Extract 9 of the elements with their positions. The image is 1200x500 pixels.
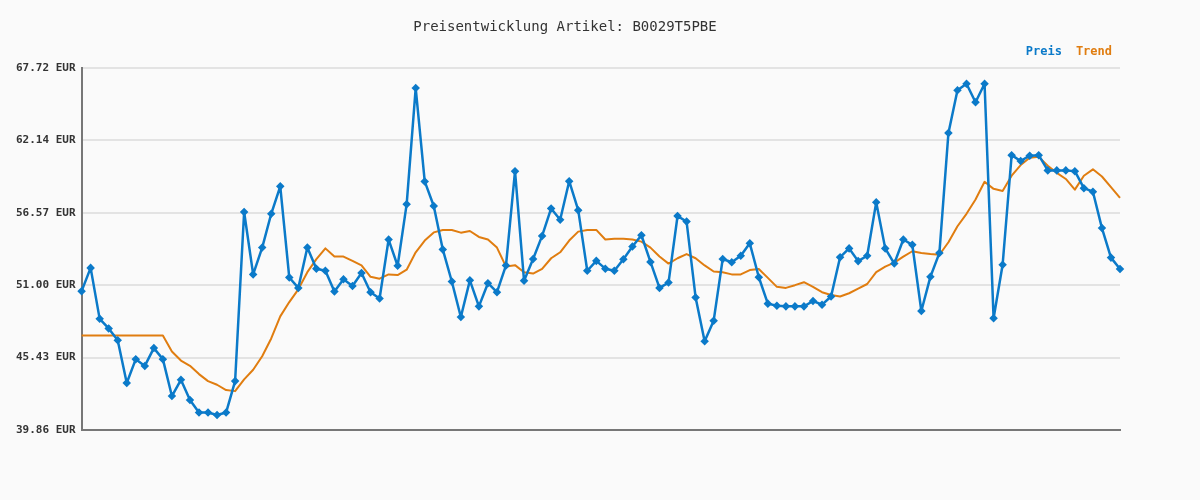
y-tick-label: 67.72 EUR	[15, 60, 76, 74]
y-tick-label: 62.14 EUR	[15, 133, 76, 147]
y-tick-label: 51.00 EUR	[15, 278, 76, 292]
y-tick-label: 39.86 EUR	[15, 422, 76, 436]
y-tick-label: 56.57 EUR	[15, 205, 76, 219]
chart-title: Preisentwicklung Artikel: B0029T5PBE	[413, 18, 717, 35]
text: Trend	[1075, 43, 1112, 58]
text: Preis	[1025, 43, 1062, 58]
y-tick-label: 45.43 EUR	[15, 350, 76, 364]
